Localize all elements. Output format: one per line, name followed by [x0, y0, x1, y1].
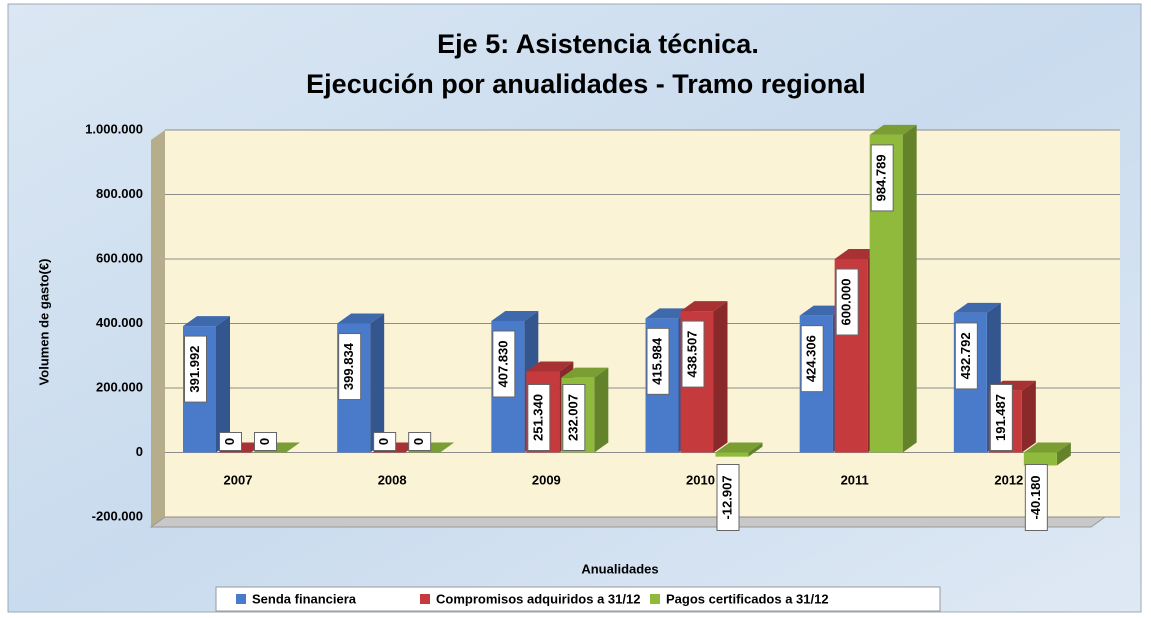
- chart-title: Eje 5: Asistencia técnica.: [437, 29, 759, 59]
- value-label: 0: [376, 438, 391, 445]
- chart-title: Ejecución por anualidades - Tramo region…: [306, 69, 866, 99]
- x-tick-label: 2011: [841, 472, 869, 487]
- bar-side: [1056, 442, 1071, 466]
- value-label-box: [716, 464, 740, 531]
- bar-top: [337, 313, 385, 324]
- value-label-box: [338, 333, 362, 401]
- bar-top: [680, 301, 728, 312]
- x-axis-title: Anualidades: [581, 561, 658, 576]
- bar-top: [561, 367, 609, 378]
- value-label: -12.907: [719, 475, 734, 519]
- value-label: 391.992: [187, 346, 202, 393]
- value-label-box: [681, 320, 705, 388]
- bar-top: [183, 316, 230, 327]
- side-wall: [151, 130, 165, 527]
- value-label-box: [408, 432, 432, 451]
- legend-label: Pagos certificados a 31/12: [666, 591, 829, 606]
- value-label-box: [492, 330, 516, 398]
- value-label-box: [835, 268, 859, 336]
- x-tick-label: 2009: [532, 472, 561, 487]
- bar-side: [713, 301, 728, 453]
- y-axis-title: Volumen de gasto(€): [36, 259, 51, 386]
- value-label: 438.507: [684, 331, 699, 378]
- value-label: 232.007: [565, 394, 580, 441]
- value-label: 407.830: [495, 340, 510, 387]
- value-label-box: [373, 432, 397, 451]
- value-label: 0: [257, 438, 272, 445]
- bar-side: [216, 316, 230, 453]
- value-label-box: [184, 335, 207, 403]
- value-label-box: [219, 432, 242, 451]
- legend-swatch: [650, 594, 660, 604]
- bar-side: [1021, 380, 1036, 453]
- bar-top: [491, 310, 539, 321]
- bar-side: [594, 367, 609, 453]
- value-label: 399.834: [341, 342, 356, 390]
- value-label-box: [989, 384, 1013, 451]
- y-tick-label: 0: [136, 444, 143, 459]
- value-label: 251.340: [530, 394, 545, 441]
- legend-label: Compromisos adquiridos a 31/12: [436, 591, 640, 606]
- bar-side: [748, 442, 763, 457]
- value-label-box: [254, 432, 277, 451]
- value-label-box: [646, 327, 670, 395]
- value-label: 984.789: [874, 154, 889, 201]
- value-label: 191.487: [993, 394, 1008, 441]
- floor: [149, 516, 1107, 528]
- value-label: 600.000: [839, 279, 854, 326]
- y-tick-label: 800.000: [96, 186, 143, 201]
- y-tick-label: 1.000.000: [85, 121, 143, 136]
- bar-top: [526, 361, 574, 372]
- bar-side: [902, 124, 917, 453]
- value-label-box: [527, 384, 551, 451]
- y-tick-label: -200.000: [92, 508, 143, 523]
- value-label: 424.306: [804, 335, 819, 382]
- y-tick-label: 600.000: [96, 250, 143, 265]
- value-label: 415.984: [649, 337, 664, 385]
- value-label-box: [800, 325, 824, 393]
- legend-swatch: [236, 594, 246, 604]
- bar-top: [869, 124, 917, 135]
- legend-label: Senda financiera: [252, 591, 357, 606]
- bar-top: [715, 442, 763, 453]
- bar-top: [953, 302, 1001, 313]
- value-label-box: [954, 322, 978, 390]
- value-label-box: [870, 144, 894, 212]
- y-tick-label: 200.000: [96, 379, 143, 394]
- value-label: 432.792: [958, 332, 973, 379]
- value-label-box: [1024, 464, 1048, 531]
- bar-side: [370, 313, 385, 453]
- x-tick-label: 2007: [224, 472, 253, 487]
- bar: [1023, 452, 1057, 466]
- x-tick-label: 2008: [378, 472, 407, 487]
- x-tick-label: 2012: [994, 472, 1023, 487]
- value-label: 0: [411, 438, 426, 445]
- legend-swatch: [420, 594, 430, 604]
- y-tick-label: 400.000: [96, 315, 143, 330]
- x-tick-label: 2010: [686, 472, 715, 487]
- bar-top: [1023, 442, 1071, 453]
- value-label: -40.180: [1028, 475, 1043, 519]
- bar: [715, 452, 749, 457]
- value-label: 0: [222, 438, 237, 445]
- value-label-box: [562, 384, 586, 451]
- legend: [215, 586, 941, 612]
